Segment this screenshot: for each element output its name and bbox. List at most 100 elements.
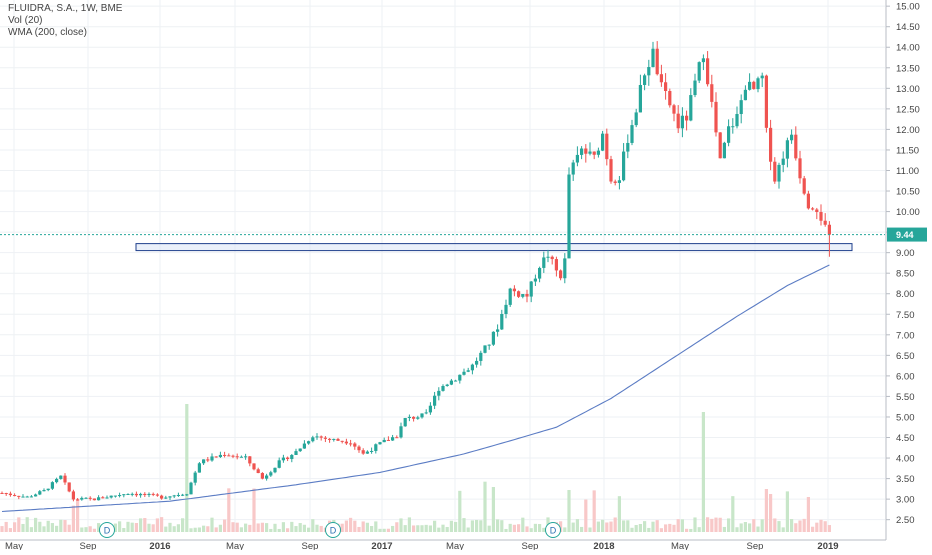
candle-body [449, 380, 453, 385]
volume-bar [315, 524, 319, 532]
wma-line [1, 264, 830, 513]
candle-body [575, 154, 579, 163]
volume-bar [529, 528, 533, 532]
price-tick-label: 15.00 [896, 2, 920, 13]
volume-bar [428, 525, 432, 532]
volume-bar [395, 522, 399, 532]
volume-bar [248, 524, 252, 532]
volume-bar [403, 525, 407, 532]
dividend-marker[interactable]: D [545, 522, 561, 538]
volume-bar [256, 523, 260, 532]
dividend-marker-circle [99, 522, 115, 538]
candle-body [164, 497, 168, 499]
candle-body [168, 496, 172, 498]
price-tick-label: 12.50 [896, 104, 920, 115]
candle-body [630, 125, 634, 143]
volume-bar [588, 527, 592, 532]
volume-bar [487, 525, 491, 532]
volume-bar [542, 527, 546, 532]
candle-body [382, 439, 386, 443]
candle-body [571, 162, 575, 175]
volume-bar [504, 528, 508, 532]
volume-legend[interactable]: Vol (20) [8, 15, 43, 26]
dividend-marker-label: D [104, 526, 111, 536]
volume-bar [525, 526, 529, 532]
volume-bar [281, 522, 285, 532]
candle-body [130, 493, 134, 495]
volume-bar [500, 520, 504, 532]
volume-bar [21, 523, 25, 532]
candle-body [349, 443, 353, 445]
time-tick-label: Sep [747, 541, 764, 550]
candle-body [147, 493, 151, 496]
candle-body [592, 151, 596, 155]
volume-bar [676, 519, 680, 532]
support-zone[interactable] [135, 243, 853, 252]
candle-body [223, 454, 227, 456]
candle-body [802, 178, 806, 194]
dividend-marker[interactable]: D [99, 522, 115, 538]
time-axis[interactable]: May Sep 2016 May Sep 2017 May Sep 2018 May Sep 2019 [0, 539, 886, 552]
chart-legend: FLUIDRA, S.A., 1W, BME Vol (20) WMA (200… [8, 3, 122, 39]
volume-bar [496, 519, 500, 532]
volume-bar [0, 526, 4, 532]
volume-bar [483, 481, 487, 532]
volume-bar [189, 528, 193, 532]
candle-body [336, 438, 340, 441]
volume-bar [55, 525, 59, 532]
candle-body [496, 329, 500, 332]
candle-body [365, 451, 369, 454]
candle-body [332, 438, 336, 440]
volume-bar [412, 525, 416, 532]
volume-bar [126, 521, 130, 532]
candle-body [97, 497, 101, 501]
volume-bar [491, 487, 495, 532]
volume-bar [689, 528, 693, 532]
time-tick-label: May [671, 541, 689, 550]
candle-body [790, 134, 794, 141]
candle-body [533, 278, 537, 282]
candle-body [340, 440, 344, 442]
candle-body [176, 494, 180, 496]
last-price-tag [887, 227, 927, 242]
candle-body [785, 140, 789, 159]
candle-body [773, 161, 777, 182]
candle-body [357, 446, 361, 451]
price-tick-label: 5.50 [896, 392, 915, 403]
volume-bar [13, 522, 17, 532]
volume-bar [4, 521, 8, 532]
candle-body [651, 48, 655, 68]
time-tick-label: Sep [302, 541, 319, 550]
candle-body [315, 436, 319, 438]
candle-body [370, 450, 374, 452]
volume-bar [80, 527, 84, 532]
volume-bar [433, 520, 437, 532]
support-zone-rect[interactable] [135, 243, 853, 252]
candle-body [668, 91, 672, 106]
volume-bar [269, 528, 273, 532]
volume-bar [634, 525, 638, 532]
dividend-marker[interactable]: D [325, 522, 341, 538]
candle-body [714, 101, 718, 133]
candle-body [25, 496, 29, 498]
volume-bar [361, 521, 365, 532]
volume-bar [210, 517, 214, 532]
wma-legend[interactable]: WMA (200, close) [8, 27, 87, 38]
candle-body [634, 112, 638, 126]
candle-body [609, 159, 613, 182]
price-axis[interactable]: 2.50 3.00 3.50 4.00 4.50 5.00 5.50 6.00 6.50 7.00… [885, 0, 920, 540]
candle-body [794, 134, 798, 159]
symbol-title[interactable]: FLUIDRA, S.A., 1W, BME [8, 3, 123, 14]
volume-bar [651, 521, 655, 532]
time-tick-label: May [446, 541, 464, 550]
volume-bar [798, 520, 802, 532]
candle-body [59, 475, 63, 479]
candle-body [638, 84, 642, 113]
volume-bar [71, 505, 75, 532]
volume-bar [701, 412, 705, 532]
candle-body [256, 469, 260, 474]
candle-body [689, 95, 693, 121]
volume-bar [63, 520, 67, 532]
